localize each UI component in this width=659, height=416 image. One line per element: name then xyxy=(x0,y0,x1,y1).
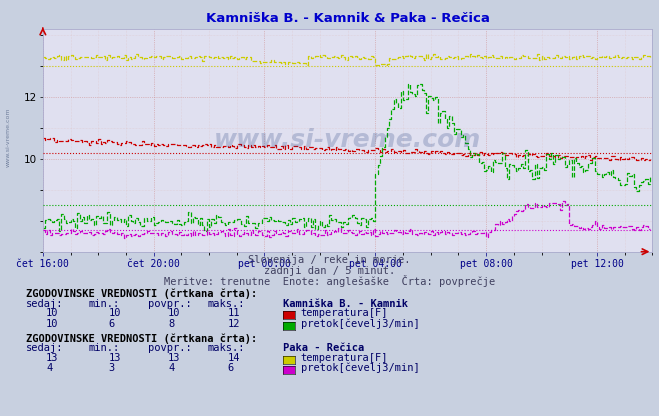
Text: Kamniška B. - Kamnik: Kamniška B. - Kamnik xyxy=(283,299,409,309)
Text: 6: 6 xyxy=(227,363,233,373)
Title: Kamniška B. - Kamnik & Paka - Rečica: Kamniška B. - Kamnik & Paka - Rečica xyxy=(206,12,490,25)
Text: ZGODOVINSKE VREDNOSTI (črtkana črta):: ZGODOVINSKE VREDNOSTI (črtkana črta): xyxy=(26,289,258,300)
Text: min.:: min.: xyxy=(89,299,120,309)
Text: 12: 12 xyxy=(227,319,240,329)
Text: temperatura[F]: temperatura[F] xyxy=(301,353,388,363)
Text: 4: 4 xyxy=(46,363,52,373)
Text: pretok[čevelj3/min]: pretok[čevelj3/min] xyxy=(301,363,419,373)
Text: 10: 10 xyxy=(168,308,181,318)
Text: 6: 6 xyxy=(109,319,115,329)
Text: sedaj:: sedaj: xyxy=(26,299,64,309)
Text: sedaj:: sedaj: xyxy=(26,343,64,353)
Text: Meritve: trenutne  Enote: anglešaške  Črta: povprečje: Meritve: trenutne Enote: anglešaške Črta… xyxy=(164,275,495,287)
Text: 3: 3 xyxy=(109,363,115,373)
Text: pretok[čevelj3/min]: pretok[čevelj3/min] xyxy=(301,318,419,329)
Text: www.si-vreme.com: www.si-vreme.com xyxy=(214,129,481,152)
Text: www.si-vreme.com: www.si-vreme.com xyxy=(5,107,11,167)
Text: 10: 10 xyxy=(46,308,59,318)
Text: 4: 4 xyxy=(168,363,174,373)
Text: temperatura[F]: temperatura[F] xyxy=(301,308,388,318)
Text: min.:: min.: xyxy=(89,343,120,353)
Text: 11: 11 xyxy=(227,308,240,318)
Text: ZGODOVINSKE VREDNOSTI (črtkana črta):: ZGODOVINSKE VREDNOSTI (črtkana črta): xyxy=(26,334,258,344)
Text: 13: 13 xyxy=(46,353,59,363)
Text: 13: 13 xyxy=(109,353,121,363)
Text: 10: 10 xyxy=(109,308,121,318)
Text: maks.:: maks.: xyxy=(208,343,245,353)
Text: 14: 14 xyxy=(227,353,240,363)
Text: povpr.:: povpr.: xyxy=(148,343,192,353)
Text: 8: 8 xyxy=(168,319,174,329)
Text: Slovenija / reke in morje.: Slovenija / reke in morje. xyxy=(248,255,411,265)
Text: zadnji dan / 5 minut.: zadnji dan / 5 minut. xyxy=(264,266,395,276)
Text: povpr.:: povpr.: xyxy=(148,299,192,309)
Text: 13: 13 xyxy=(168,353,181,363)
Text: 10: 10 xyxy=(46,319,59,329)
Text: Paka - Rečica: Paka - Rečica xyxy=(283,343,364,353)
Text: maks.:: maks.: xyxy=(208,299,245,309)
